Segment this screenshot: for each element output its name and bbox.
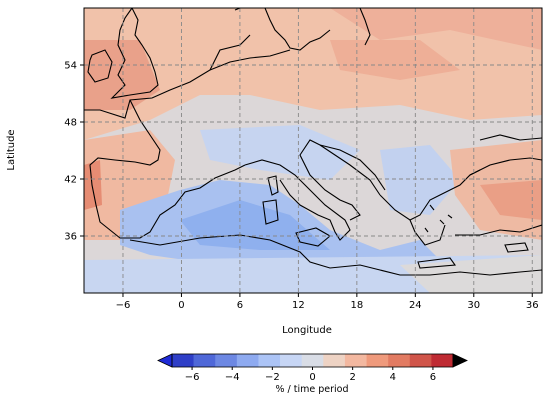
colorbar-segment	[215, 354, 238, 367]
lat-tick-label: 54	[64, 61, 77, 72]
lon-tick-label: 6	[237, 300, 243, 311]
colorbar-segment	[280, 354, 302, 367]
y-axis-label: Latitude	[6, 129, 17, 170]
colorbar-tick-label: −4	[225, 372, 240, 383]
colorbar-tick-label: −6	[185, 372, 200, 383]
colorbar-segment	[258, 354, 281, 367]
colorbar-tick-label: 0	[309, 372, 315, 383]
colorbar-segment	[172, 354, 194, 367]
colorbar-tick-label: 6	[430, 372, 436, 383]
colorbar-under-arrow	[157, 353, 173, 368]
lon-tick-label: 18	[350, 300, 363, 311]
colorbar-segment	[301, 354, 324, 367]
lon-tick-label: 30	[467, 300, 480, 311]
lon-tick-label: 36	[526, 300, 539, 311]
lon-tick-label: 24	[409, 300, 422, 311]
lon-tick-label: 0	[178, 300, 184, 311]
x-axis-label: Longitude	[282, 325, 332, 336]
anomaly-field	[84, 8, 542, 293]
colorbar-segment	[431, 354, 454, 367]
colorbar-segment	[323, 354, 346, 367]
positive-anomaly-north	[84, 8, 542, 140]
map-frame	[83, 7, 543, 294]
colorbar-segment	[409, 354, 432, 367]
longitude-ticks: −6 0 6 12 18 24 30 36	[116, 293, 539, 311]
gridlines	[84, 8, 542, 293]
colorbar-over-arrow	[452, 353, 468, 368]
latitude-ticks: 36 42 48 54	[64, 61, 84, 243]
lat-tick-label: 48	[64, 118, 77, 129]
lon-tick-label: 12	[292, 300, 305, 311]
colorbar-segment	[366, 354, 389, 367]
colorbar: −6 −4 −2 0 2 4 6	[157, 353, 468, 383]
colorbar-tick-label: −2	[265, 372, 280, 383]
colorbar-tick-label: 4	[390, 372, 396, 383]
colorbar-segment	[193, 354, 216, 367]
lat-tick-label: 42	[64, 175, 77, 186]
colorbar-label: % / time period	[275, 384, 348, 395]
colorbar-segment	[344, 354, 367, 367]
lat-tick-label: 36	[64, 232, 77, 243]
lon-tick-label: −6	[116, 300, 131, 311]
colorbar-segment	[388, 354, 411, 367]
colorbar-segment	[236, 354, 259, 367]
colorbar-tick-label: 2	[349, 372, 355, 383]
coastlines	[84, 8, 542, 276]
